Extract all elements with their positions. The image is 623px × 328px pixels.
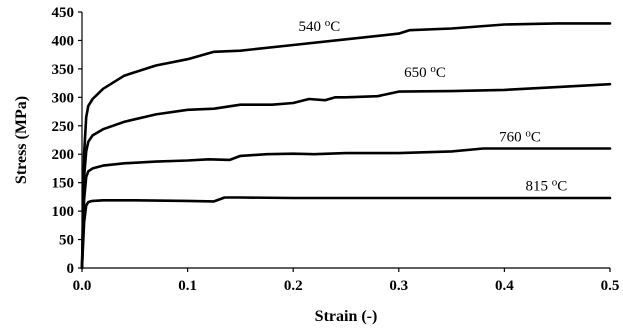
y-tick-label: 400 xyxy=(52,33,75,49)
y-tick-label: 100 xyxy=(52,204,75,220)
y-tick-label: 200 xyxy=(52,147,75,163)
x-tick-label: 0.0 xyxy=(73,278,92,294)
x-tick-label: 0.2 xyxy=(284,278,303,294)
y-tick-label: 350 xyxy=(52,62,75,78)
y-axis-title: Stress (MPa) xyxy=(13,96,30,184)
x-axis-title: Strain (-) xyxy=(315,308,378,325)
series-label-1: 540 oC xyxy=(298,17,340,35)
x-tick-label: 0.1 xyxy=(178,278,197,294)
y-tick-label: 450 xyxy=(52,5,75,21)
y-tick-label: 0 xyxy=(67,261,75,277)
plot-area: 0 50 100 150 200 250 300 350 400 450 0.0 0.1 0.2 0.3 0… xyxy=(52,5,620,294)
y-tick-label: 50 xyxy=(59,233,74,249)
series-label-3: 760 oC xyxy=(499,128,541,146)
y-tick-label: 250 xyxy=(52,119,75,135)
y-tick-label: 150 xyxy=(52,176,75,192)
x-tick-label: 0.5 xyxy=(601,278,620,294)
series-line-1 xyxy=(80,22,612,270)
y-tick-label: 300 xyxy=(52,90,75,106)
series-line-4 xyxy=(80,196,612,270)
series-label-4: 815 oC xyxy=(526,177,568,195)
x-tick-label: 0.3 xyxy=(389,278,408,294)
series-line-2 xyxy=(80,82,612,270)
x-tick-label: 0.4 xyxy=(495,278,514,294)
series-line-3 xyxy=(80,147,612,270)
series-label-2: 650 oC xyxy=(404,63,446,81)
